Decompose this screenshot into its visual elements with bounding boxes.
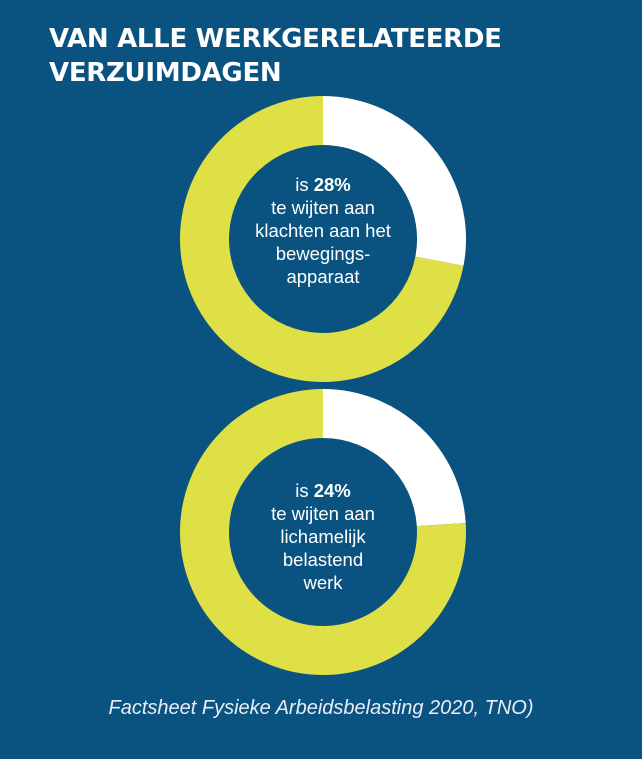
donut-1-text-line-2: klachten aan het <box>255 220 391 241</box>
donut-1-value: 28% <box>313 174 351 195</box>
source-caption: Factsheet Fysieke Arbeidsbelasting 2020,… <box>108 697 534 719</box>
donut-2-text-line-1: te wijten aan <box>271 503 375 524</box>
donut-2-prefix: is <box>295 480 309 501</box>
page-title: VAN ALLE WERKGERELATEERDE VERZUIMDAGEN <box>49 22 609 90</box>
donut-1-text-line-3: bewegings- <box>275 243 371 264</box>
donut-2-text-line-3: belastend <box>282 549 364 570</box>
donut-1-center-text: is 28% te wijten aan klachten aan het be… <box>238 173 408 288</box>
title-line-1: VAN ALLE WERKGERELATEERDE <box>49 24 502 54</box>
donut-2-value: 24% <box>313 480 351 501</box>
title-line-2: VERZUIMDAGEN <box>49 58 282 88</box>
donut-1-value-line: is 28% <box>238 173 408 196</box>
donut-2-text-line-4: werk <box>303 572 343 593</box>
donut-chart-2: is 24% te wijten aan lichamelijk belaste… <box>180 389 467 675</box>
donut-2-value-line: is 24% <box>238 479 408 502</box>
donut-1-slice-main <box>180 96 464 382</box>
donut-2-slice-highlight <box>323 389 466 527</box>
donut-1-text-line-1: te wijten aan <box>271 197 375 218</box>
donut-chart-2-svg <box>180 389 467 675</box>
donut-1-slice-highlight <box>323 96 467 266</box>
donut-2-text-line-2: lichamelijk <box>280 526 366 547</box>
donut-chart-1: is 28% te wijten aan klachten aan het be… <box>180 96 467 382</box>
donut-1-prefix: is <box>295 174 309 195</box>
donut-1-text-line-4: apparaat <box>286 266 360 287</box>
donut-2-slice-main <box>180 389 467 675</box>
donut-chart-1-svg <box>180 96 467 382</box>
donut-2-center-text: is 24% te wijten aan lichamelijk belaste… <box>238 479 408 594</box>
